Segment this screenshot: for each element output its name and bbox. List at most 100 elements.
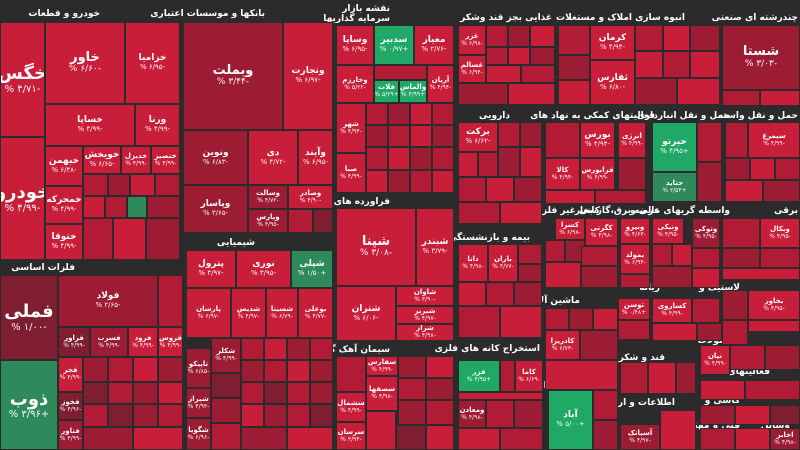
stock-tile[interactable]: بورس -۴/۹۴ % (580, 122, 615, 158)
stock-tile[interactable]: صبا -۴/۹۹ % (336, 153, 366, 193)
stock-tile[interactable] (241, 427, 287, 450)
stock-tile[interactable]: فرود -۴/۹۹ % (128, 327, 158, 357)
stock-tile[interactable] (108, 382, 133, 404)
stock-tile[interactable] (432, 125, 454, 147)
stock-tile[interactable]: دانا -۴/۹۸ % (458, 244, 488, 282)
stock-tile[interactable] (581, 266, 618, 288)
stock-tile[interactable]: ونیرو -۴/۶۳ % (620, 218, 650, 244)
stock-tile[interactable]: فخوز -۴/۹۶ % (58, 392, 83, 420)
stock-tile[interactable]: شتران -۶/۰۶ % (336, 286, 396, 341)
stock-tile[interactable] (700, 428, 735, 450)
stock-tile[interactable] (426, 378, 454, 400)
stock-tile[interactable]: سدبیر +۰/۹۷ % (374, 25, 414, 65)
stock-tile[interactable]: حیرتو +۴/۹۵ % (652, 122, 697, 172)
stock-tile[interactable] (366, 411, 396, 450)
stock-tile[interactable] (83, 404, 108, 427)
stock-tile[interactable]: فجر -۴/۹۹ % (58, 357, 83, 392)
stock-tile[interactable] (635, 78, 677, 105)
stock-tile[interactable] (313, 209, 333, 233)
stock-tile[interactable] (388, 147, 410, 170)
stock-tile[interactable]: فناور -۴/۹۹ % (58, 420, 83, 450)
stock-tile[interactable] (692, 298, 720, 323)
stock-tile[interactable] (113, 218, 146, 260)
stock-tile[interactable] (410, 103, 432, 125)
stock-tile[interactable] (83, 196, 105, 218)
stock-tile[interactable] (287, 360, 310, 382)
stock-tile[interactable] (310, 360, 333, 382)
stock-tile[interactable]: کادریزا -۶/۷۳ % (545, 330, 580, 360)
stock-tile[interactable] (692, 268, 720, 288)
stock-tile[interactable] (697, 122, 722, 162)
stock-tile[interactable] (458, 202, 500, 224)
stock-tile[interactable] (692, 248, 720, 268)
stock-tile[interactable]: انرژی -۴/۹۹ % (618, 122, 646, 158)
stock-tile[interactable]: سفارس -۴/۹۹ % (366, 356, 398, 376)
stock-tile[interactable] (432, 103, 454, 125)
stock-tile[interactable]: وسالت -۴/۷۲ % (248, 185, 288, 209)
stock-tile[interactable]: وساپا -۶/۹۵ % (336, 25, 374, 65)
stock-tile[interactable] (398, 378, 426, 400)
stock-tile[interactable] (241, 360, 264, 382)
stock-tile[interactable]: سصفها -۴/۹۸ % (366, 376, 398, 411)
stock-tile[interactable]: خنصیر -۴/۹۹ % (151, 146, 180, 174)
stock-tile[interactable] (635, 25, 663, 51)
stock-tile[interactable] (722, 320, 748, 345)
stock-tile[interactable]: وتجارت -۶/۹۷ % (283, 22, 333, 130)
stock-tile[interactable] (83, 174, 108, 196)
stock-tile[interactable]: توسن +۰/۴۸ % (618, 298, 650, 320)
stock-tile[interactable]: پترول -۴/۹۷ % (186, 250, 236, 288)
stock-tile[interactable] (545, 122, 580, 158)
stock-tile[interactable]: آسیاتک -۴/۹۷ % (620, 424, 660, 450)
stock-tile[interactable]: وتوکی -۴/۹۵ % (692, 218, 720, 248)
stock-tile[interactable] (725, 158, 750, 180)
stock-tile[interactable] (458, 177, 486, 202)
stock-tile[interactable] (288, 209, 313, 233)
stock-tile[interactable] (545, 190, 595, 204)
stock-tile[interactable] (241, 404, 264, 427)
stock-tile[interactable]: کرمان -۴/۹۴ % (590, 25, 635, 60)
stock-tile[interactable] (677, 78, 720, 105)
stock-tile[interactable]: خاور -۶/۶۰ % (45, 22, 125, 104)
stock-tile[interactable] (458, 152, 478, 177)
stock-tile[interactable] (730, 345, 765, 370)
stock-tile[interactable]: خبهمن -۶/۴۸ % (45, 146, 83, 186)
stock-tile[interactable]: فلات +۵/۲۹ % (374, 80, 399, 103)
stock-tile[interactable]: سرسان -۴/۹۴ % (336, 422, 366, 450)
stock-tile[interactable] (426, 400, 454, 425)
stock-tile[interactable]: معیار -۲/۷۶ % (414, 25, 454, 65)
stock-tile[interactable] (133, 382, 158, 404)
stock-tile[interactable] (500, 306, 542, 338)
stock-tile[interactable] (545, 360, 618, 390)
stock-tile[interactable] (108, 174, 130, 196)
stock-tile[interactable] (763, 180, 800, 202)
stock-tile[interactable] (722, 248, 760, 268)
stock-tile[interactable] (83, 218, 113, 260)
stock-tile[interactable] (593, 308, 618, 330)
stock-tile[interactable]: فسرب -۴/۹۹ % (90, 327, 128, 357)
stock-tile[interactable] (775, 158, 800, 180)
stock-tile[interactable]: خمحرکه -۴/۹۹ % (45, 186, 83, 224)
stock-tile[interactable] (518, 244, 542, 264)
stock-tile[interactable] (241, 338, 264, 360)
stock-tile[interactable] (593, 390, 618, 420)
stock-tile[interactable] (264, 360, 287, 382)
stock-tile[interactable]: شدیس -۴/۹۷ % (231, 288, 266, 338)
stock-tile[interactable] (521, 65, 555, 83)
stock-tile[interactable] (486, 400, 514, 428)
stock-tile[interactable]: ومعادن -۴/۹۸ % (458, 400, 486, 428)
stock-tile[interactable]: فراور -۴/۹۹ % (58, 327, 90, 357)
stock-tile[interactable]: شگویا -۶/۹۶ % (186, 418, 211, 450)
stock-tile[interactable]: خدیزل -۴/۹۹ % (121, 146, 151, 174)
stock-tile[interactable]: فملی -۱/۰۰ % (0, 275, 58, 360)
stock-tile[interactable] (108, 357, 133, 382)
stock-tile[interactable]: شپنا -۳/۰۸ % (336, 208, 416, 286)
stock-tile[interactable] (700, 405, 735, 425)
stock-tile[interactable] (264, 404, 287, 427)
stock-tile[interactable] (735, 405, 770, 425)
stock-tile[interactable] (520, 122, 542, 147)
stock-tile[interactable] (105, 196, 127, 218)
stock-tile[interactable] (398, 356, 426, 378)
stock-tile[interactable] (676, 362, 696, 394)
stock-tile[interactable] (660, 410, 696, 450)
stock-tile[interactable] (618, 158, 646, 190)
